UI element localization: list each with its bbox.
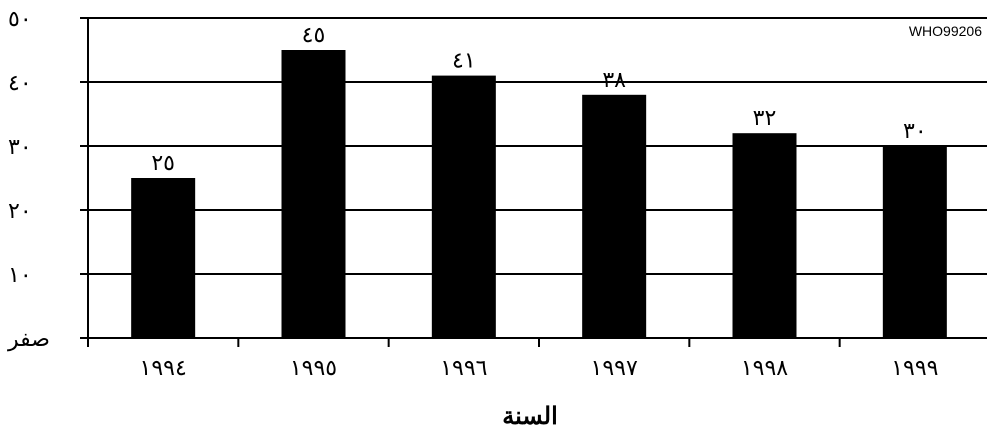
x-tick-label: ١٩٩٥ bbox=[290, 356, 337, 381]
y-tick-label: ٤٠ bbox=[8, 71, 32, 96]
bar-value-label: ٣٠ bbox=[903, 119, 927, 144]
axes bbox=[80, 17, 987, 347]
bar-value-label: ٣٢ bbox=[753, 106, 777, 131]
x-tick-labels: ١٩٩٤ ١٩٩٥ ١٩٩٦ ١٩٩٧ ١٩٩٨ ١٩٩٩ bbox=[140, 356, 939, 381]
bar-value-label: ٢٥ bbox=[151, 151, 175, 176]
y-tick-label: ٢٠ bbox=[8, 199, 32, 224]
x-tick-label: ١٩٩٨ bbox=[741, 356, 788, 381]
y-tick-label: ١٠ bbox=[8, 263, 32, 288]
y-tick-label: صفر bbox=[7, 327, 50, 352]
x-axis-title: السنة bbox=[502, 401, 558, 430]
x-tick-label: ١٩٩٧ bbox=[591, 356, 638, 381]
bar-value-label: ٤١ bbox=[452, 49, 476, 74]
bar bbox=[431, 75, 496, 338]
x-tick-label: ١٩٩٤ bbox=[140, 356, 187, 381]
bar bbox=[131, 178, 196, 338]
gridlines bbox=[88, 17, 987, 275]
watermark-annotation: WHO99206 bbox=[909, 23, 982, 39]
x-tick-label: ١٩٩٦ bbox=[440, 356, 487, 381]
y-tick-labels: صفر ١٠ ٢٠ ٣٠ ٤٠ ٥٠ bbox=[7, 7, 50, 352]
bar-value-label: ٤٥ bbox=[302, 23, 326, 48]
bar-value-label: ٣٨ bbox=[602, 68, 626, 93]
x-tick-label: ١٩٩٩ bbox=[891, 356, 938, 381]
bar bbox=[582, 94, 647, 338]
bars bbox=[131, 50, 947, 338]
bar-value-labels: ٢٥ ٤٥ ٤١ ٣٨ ٣٢ ٣٠ bbox=[151, 23, 926, 176]
y-tick-label: ٥٠ bbox=[8, 7, 32, 32]
bar bbox=[732, 133, 797, 338]
bar bbox=[882, 146, 947, 338]
y-tick-label: ٣٠ bbox=[8, 135, 32, 160]
bar bbox=[281, 50, 346, 338]
